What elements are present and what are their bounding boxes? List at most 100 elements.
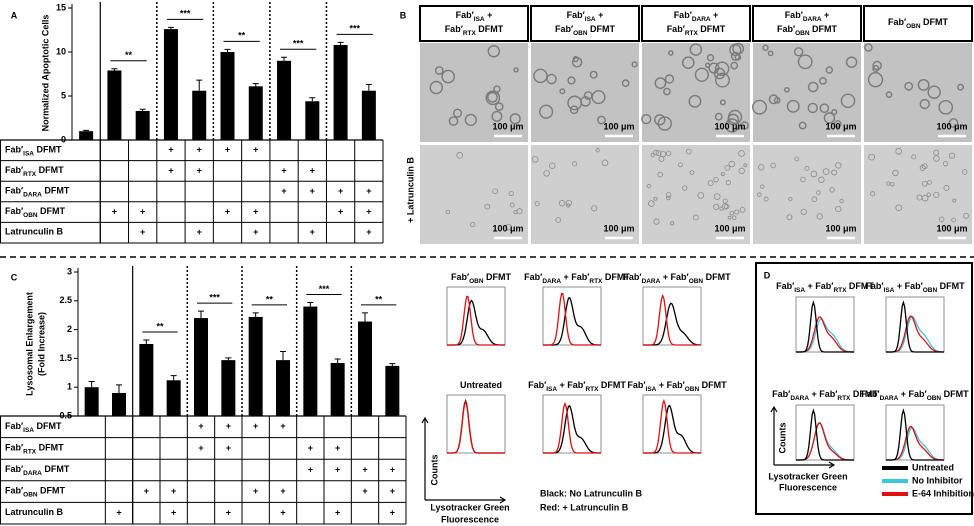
legend-swatch: [882, 479, 908, 483]
panel-letter: A: [11, 10, 18, 20]
histogram-title: Fab′ISA + Fab′OBN DFMT: [627, 380, 727, 393]
cell-blob: [807, 81, 819, 93]
cell-blob: [681, 185, 688, 191]
scale-bar-label: 100 μm: [825, 223, 856, 233]
cell-blob: [816, 213, 823, 220]
cell-blob: [793, 47, 804, 57]
label-part: Fab′: [524, 272, 542, 282]
axis-arrow: [770, 405, 836, 469]
table-row-label: Latrunculin B: [5, 227, 63, 237]
label-part: RTX: [685, 30, 699, 37]
table-cell: +: [362, 486, 367, 496]
bar: [385, 365, 400, 416]
table-row-label: Fab′ISA DFMT: [5, 421, 62, 434]
table-row-label: Latrunculin B: [5, 508, 63, 518]
label-part: DARA: [642, 278, 661, 285]
label-part: OBN: [927, 395, 942, 402]
table-cell: +: [310, 227, 315, 237]
significance-label: ***: [319, 284, 330, 294]
y-tick-label: 10: [56, 46, 66, 56]
cell-blob: [569, 105, 579, 115]
table-cell: +: [198, 421, 203, 431]
cell-blob: [727, 113, 740, 126]
cell-blob: [886, 181, 891, 186]
cell-blob: [758, 164, 765, 171]
significance-label: **: [238, 31, 246, 41]
label-part: DARA: [803, 16, 822, 23]
cell-blob: [549, 162, 556, 169]
micrograph: [420, 145, 528, 244]
label-part: Fab′: [667, 24, 685, 34]
cell-blob: [508, 190, 514, 197]
histogram-title: Fab′DARA + Fab′OBN DFMT: [861, 389, 969, 402]
label-part: DFMT: [36, 443, 64, 453]
bar: [248, 86, 263, 140]
label-part: DFMT: [38, 206, 66, 216]
error-bar: [224, 48, 231, 52]
table-row-label: Fab′RTX DFMT: [5, 165, 64, 178]
cell-blob: [653, 196, 658, 201]
label-part: Fab′: [5, 206, 23, 216]
error-bar: [143, 339, 150, 344]
histogram-curve: [796, 408, 854, 461]
cell-blob: [872, 64, 880, 73]
cell-blob: [565, 199, 572, 207]
table-cell: +: [280, 421, 285, 431]
histogram-title: Fab′OBN DFMT: [451, 272, 512, 285]
micrograph: [420, 43, 528, 142]
cell-blob: [601, 159, 609, 167]
error-bar: [111, 68, 118, 71]
label-part: Fab′: [5, 443, 23, 453]
error-bar: [389, 363, 396, 366]
cell-blob: [470, 222, 476, 228]
y-tick-label: 3: [67, 266, 72, 276]
label-part: Fab′: [555, 24, 573, 34]
bar: [303, 306, 318, 416]
histogram-curve: [796, 300, 854, 353]
label-part: Fab′: [627, 380, 645, 390]
label-part: ISA: [585, 16, 596, 23]
cell-blob: [807, 102, 818, 114]
cell-blob: [657, 171, 663, 178]
histogram-title: Fab′DARA + Fab′RTX DFMT: [524, 272, 630, 285]
bar: [361, 90, 376, 140]
label-part: Latrunculin B: [5, 227, 63, 237]
legend-swatch: [882, 466, 908, 470]
table-cell: +: [140, 227, 145, 237]
label-part: DFMT: [846, 281, 874, 291]
error-bar: [280, 350, 286, 361]
cell-blob: [734, 209, 740, 215]
cell-blob: [763, 196, 769, 202]
bar: [107, 70, 122, 140]
table-cell: +: [366, 206, 371, 216]
cell-blob: [938, 216, 945, 223]
table-cell: +: [112, 206, 117, 216]
cell-blob: [685, 148, 692, 155]
cell-blob: [485, 90, 501, 106]
histogram-title: Fab′DARA + Fab′OBN DFMT: [623, 272, 731, 285]
cell-blob: [904, 81, 914, 91]
table-cell: +: [225, 206, 230, 216]
cell-blob: [464, 113, 477, 126]
label-part: Fab′: [888, 17, 906, 27]
cell-blob: [938, 100, 954, 115]
y-axis-label: Counts: [429, 455, 439, 486]
cell-blob: [951, 217, 956, 223]
error-bar: [365, 84, 372, 91]
label-part: Fab′: [772, 389, 790, 399]
header-box: [641, 5, 751, 42]
bar: [112, 392, 126, 416]
y-tick-label: 0.5: [59, 410, 72, 420]
cell-blob: [788, 197, 793, 202]
cell-blob: [768, 94, 779, 105]
table-row-label: Fab′ISA DFMT: [5, 145, 62, 158]
cell-blob: [943, 184, 950, 191]
cell-blob: [840, 93, 856, 109]
header-box: [752, 5, 862, 42]
cell-blob: [491, 110, 503, 122]
cell-blob: [835, 205, 842, 213]
cell-blob: [845, 56, 858, 68]
cell-blob: [595, 148, 600, 153]
table-cell: +: [116, 508, 121, 518]
x-axis-label: Lysotracker Green: [430, 502, 509, 512]
